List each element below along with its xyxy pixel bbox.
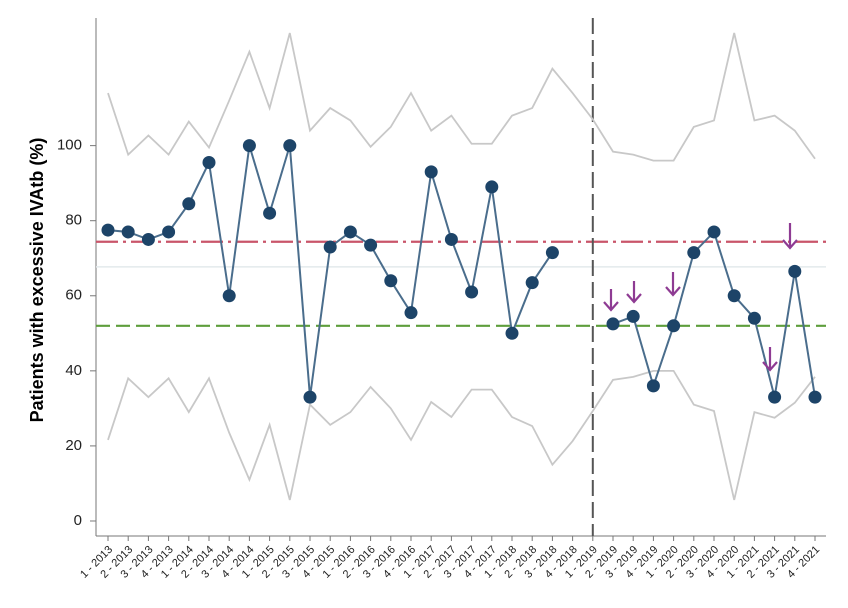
data-point [788,264,802,278]
data-point [343,225,357,239]
data-point [747,311,761,325]
arrow [626,281,642,304]
data-point [121,225,135,239]
data-point [101,223,115,237]
data-point [525,276,539,290]
y-tick-label: 20 [65,437,82,454]
y-tick-label: 40 [65,362,82,379]
data-point [727,289,741,303]
data-point [626,309,640,323]
data-point [606,317,620,331]
arrow [665,272,681,297]
data-point [242,139,256,153]
y-axis-label: Patients with excessive IVAtb (%) [27,138,47,423]
arrow [603,289,619,312]
data-point [687,246,701,260]
data-point [444,232,458,246]
data-point [646,379,660,393]
data-point [384,274,398,288]
data-point [707,225,721,239]
data-point [768,390,782,404]
data-point [808,390,822,404]
data-point [141,232,155,246]
arrow [762,347,778,372]
data-point [162,225,176,239]
series-line [107,32,816,162]
data-point [303,390,317,404]
y-tick-label: 80 [65,212,82,229]
data-point [485,180,499,194]
data-point [202,156,216,170]
series-line [107,369,816,501]
arrow [782,223,798,250]
data-point [465,285,479,299]
data-point [263,206,277,220]
data-point [222,289,236,303]
data-point [424,165,438,179]
data-point [667,319,681,333]
data-point [182,197,196,211]
annotation-arrows [603,223,798,372]
y-tick-label: 60 [65,287,82,304]
data-point [364,238,378,252]
data-point [323,240,337,254]
data-point [545,246,559,260]
data-point [404,306,418,320]
data-point [283,139,297,153]
y-tick-label: 100 [57,137,82,154]
y-tick-label: 0 [74,512,82,529]
data-point [505,326,519,340]
